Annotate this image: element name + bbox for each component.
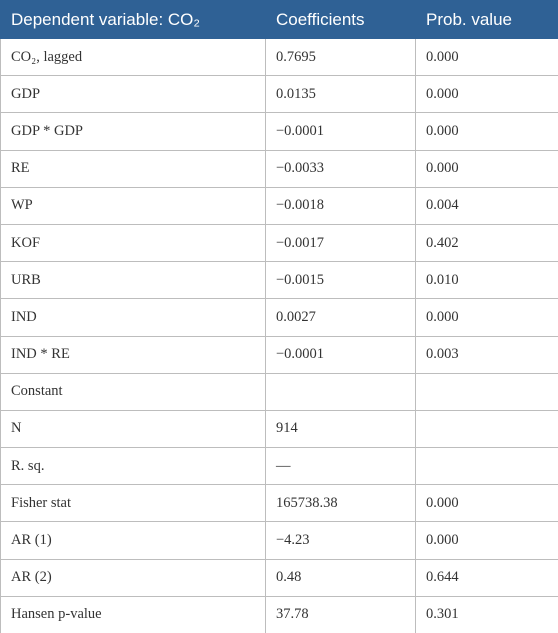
table-cell: 0.000 — [415, 112, 558, 151]
table-row: Constant — [0, 372, 558, 411]
table-row: AR (1) −4.23 0.000 — [0, 521, 558, 560]
header-row: Dependent variable: CO₂ Coefficients Prob.… — [0, 0, 558, 39]
table-cell: 37.78 — [265, 595, 416, 633]
table-cell: 0.7695 — [265, 37, 416, 77]
table-cell: Constant — [0, 372, 266, 411]
table-cell: 165738.38 — [265, 484, 416, 523]
table-cell: 0.000 — [415, 484, 558, 523]
table-cell: CO₂, lagged — [0, 37, 266, 77]
table-cell — [265, 372, 416, 411]
table-row: N 914 — [0, 409, 558, 449]
table-header: Dependent variable: CO₂ Coefficients Prob.… — [0, 0, 558, 39]
table-row: Fisher stat 165738.38 0.000 — [0, 484, 558, 523]
table-cell — [415, 372, 558, 411]
table-cell: 0.003 — [415, 335, 558, 374]
table-row: IND * RE −0.0001 0.003 — [0, 335, 558, 374]
table-cell: −0.0033 — [265, 149, 416, 188]
table-cell: 0.301 — [415, 595, 558, 633]
table-row: R. sq. — — [0, 447, 558, 486]
table-cell: URB — [0, 261, 266, 300]
table-cell: 0.000 — [415, 298, 558, 337]
table-row: WP −0.0018 0.004 — [0, 186, 558, 225]
table-row: GDP * GDP −0.0001 0.000 — [0, 112, 558, 151]
table-cell: −0.0017 — [265, 223, 416, 263]
table-cell: 0.644 — [415, 558, 558, 597]
table-cell: 0.000 — [415, 37, 558, 77]
table-cell: 914 — [265, 409, 416, 449]
table-cell: −4.23 — [265, 521, 416, 560]
table-cell: 0.004 — [415, 186, 558, 225]
table-cell — [415, 447, 558, 486]
table-cell — [415, 409, 558, 449]
table-cell: AR (1) — [0, 521, 266, 560]
header-cell: Dependent variable: CO₂ — [0, 0, 266, 39]
table-body: CO₂, lagged 0.7695 0.000 GDP 0.0135 0.000 GDP … — [0, 37, 558, 633]
table-row: IND 0.0027 0.000 — [0, 298, 558, 337]
table-cell: −0.0015 — [265, 261, 416, 300]
table-cell: 0.0027 — [265, 298, 416, 337]
table-cell: 0.0135 — [265, 75, 416, 114]
table-cell: 0.402 — [415, 223, 558, 263]
table-cell: Hansen p-value — [0, 595, 266, 633]
table-cell: −0.0018 — [265, 186, 416, 225]
table-row: Hansen p-value 37.78 0.301 — [0, 595, 558, 633]
table-cell: IND — [0, 298, 266, 337]
table-cell: GDP — [0, 75, 266, 114]
table-cell: Fisher stat — [0, 484, 266, 523]
table-cell: AR (2) — [0, 558, 266, 597]
table-cell: WP — [0, 186, 266, 225]
table-cell: 0.010 — [415, 261, 558, 300]
table-row: CO₂, lagged 0.7695 0.000 — [0, 37, 558, 77]
table-cell: N — [0, 409, 266, 449]
table-cell: — — [265, 447, 416, 486]
table-cell: 0.000 — [415, 149, 558, 188]
table-row: AR (2) 0.48 0.644 — [0, 558, 558, 597]
table-row: URB −0.0015 0.010 — [0, 261, 558, 300]
table-cell: IND * RE — [0, 335, 266, 374]
table-cell: R. sq. — [0, 447, 266, 486]
table-cell: 0.000 — [415, 75, 558, 114]
table-cell: GDP * GDP — [0, 112, 266, 151]
table-cell: RE — [0, 149, 266, 188]
table-row: RE −0.0033 0.000 — [0, 149, 558, 188]
table-cell: KOF — [0, 223, 266, 263]
table-row: GDP 0.0135 0.000 — [0, 75, 558, 114]
header-cell: Coefficients — [265, 0, 416, 39]
table-cell: 0.48 — [265, 558, 416, 597]
header-cell: Prob. value — [415, 0, 558, 39]
table-cell: −0.0001 — [265, 112, 416, 151]
table-cell: −0.0001 — [265, 335, 416, 374]
table-row: KOF −0.0017 0.402 — [0, 223, 558, 263]
table-cell: 0.000 — [415, 521, 558, 560]
